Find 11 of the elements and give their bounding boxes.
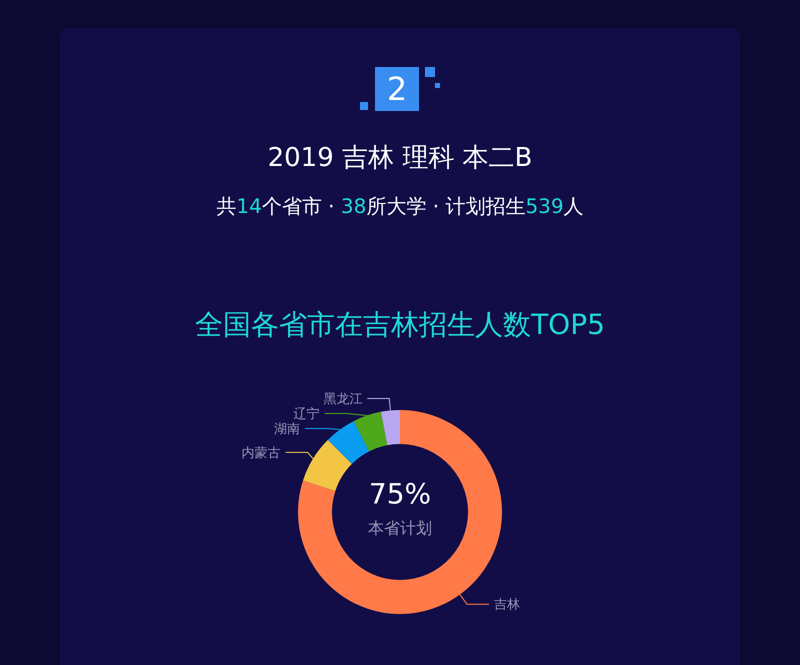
- chart-title: 全国各省市在吉林招生人数TOP5: [194, 307, 606, 343]
- slice-label: 辽宁: [294, 406, 320, 422]
- chart-subtitle: 2019 吉林 理科 本二B: [266, 142, 534, 175]
- slice-label: 湖南: [274, 421, 300, 436]
- text: 共14个省市 · 38所大学 · 计划招生539人: [216, 194, 584, 218]
- slice-label: 黑龙江: [323, 391, 362, 406]
- slice-label: 内蒙古: [242, 444, 281, 460]
- text: 2: [375, 67, 419, 111]
- slice-label: 吉林: [494, 596, 520, 612]
- text: 75%: [368, 478, 432, 510]
- text: 本省计划: [368, 518, 432, 538]
